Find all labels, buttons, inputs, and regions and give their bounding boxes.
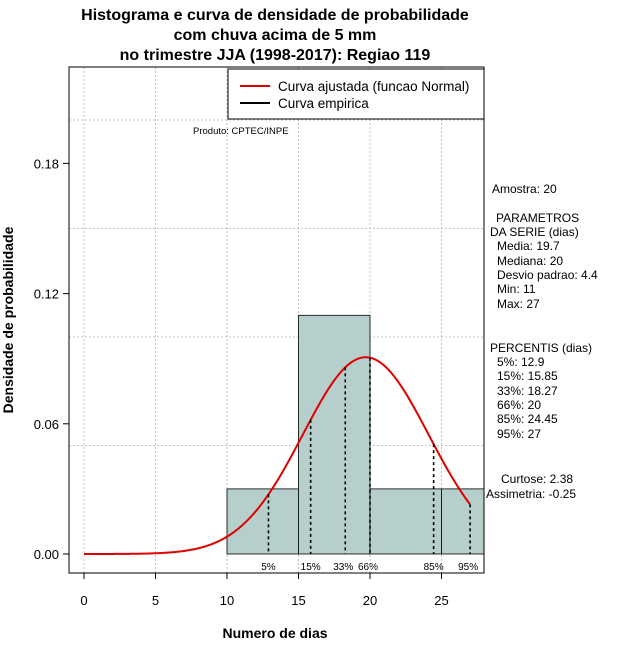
stat-max: Max: 27	[497, 297, 540, 311]
legend-label: Curva empirica	[278, 96, 369, 111]
chart-title-line-1: Histograma e curva de densidade de proba…	[81, 7, 469, 24]
x-tick-label: 0	[80, 593, 87, 608]
y-tick-label: 0.12	[34, 287, 59, 302]
percentile-label: 95%	[458, 562, 478, 573]
percentile-label: 5%	[261, 562, 276, 573]
params-subtitle: DA SERIE (dias)	[490, 225, 579, 239]
x-tick-label: 5	[152, 593, 159, 608]
legend-label: Curva ajustada (funcao Normal)	[278, 79, 469, 94]
legend-box	[227, 68, 485, 120]
x-axis-label: Numero de dias	[222, 625, 328, 641]
y-tick-label: 0.06	[34, 417, 59, 432]
percentile-label: 66%	[358, 562, 378, 573]
histogram-bar	[369, 488, 442, 555]
stat-media: Media: 19.7	[497, 239, 560, 253]
histogram-bar	[298, 314, 371, 555]
stat-mediana: Mediana: 20	[497, 254, 564, 268]
stat-curtose: Curtose: 2.38	[501, 472, 574, 486]
params-title: PARAMETROS	[496, 211, 580, 225]
stat-assimetria: Assimetria: -0.25	[486, 487, 577, 501]
product-credit: Produto: CPTEC/INPE	[193, 126, 289, 137]
histogram-bar	[441, 488, 484, 555]
sample-size: Amostra: 20	[492, 182, 557, 196]
x-tick-label: 15	[291, 593, 305, 608]
percentile-15: 15%: 15.85	[497, 369, 558, 383]
y-axis-label: Densidade de probabilidade	[0, 226, 16, 414]
histogram-bar	[226, 488, 299, 555]
chart-title-line-2: com chuva acima de 5 mm	[173, 27, 377, 44]
percentiles-title: PERCENTIS (dias)	[490, 341, 593, 355]
plot-area	[69, 67, 484, 573]
percentile-33: 33%: 18.27	[497, 384, 558, 398]
percentile-label: 85%	[424, 562, 444, 573]
x-tick-label: 10	[220, 593, 234, 608]
percentile-label: 33%	[333, 562, 353, 573]
percentile-66: 66%: 20	[497, 398, 542, 412]
percentile-85: 85%: 24.45	[497, 412, 558, 426]
chart-title-line-3: no trimestre JJA (1998-2017): Regiao 119	[119, 47, 431, 64]
x-tick-label: 25	[434, 593, 448, 608]
stat-min: Min: 11	[497, 282, 536, 296]
x-tick-label: 20	[363, 593, 377, 608]
y-tick-label: 0.18	[34, 156, 59, 171]
stat-desvio: Desvio padrao: 4.4	[497, 268, 598, 282]
plot-frame	[68, 66, 485, 574]
percentile-95: 95%: 27	[497, 427, 542, 441]
normal-fit-curve	[84, 356, 471, 555]
y-tick-label: 0.00	[34, 547, 59, 562]
percentile-label: 15%	[301, 562, 321, 573]
percentile-5: 5%: 12.9	[497, 355, 545, 369]
